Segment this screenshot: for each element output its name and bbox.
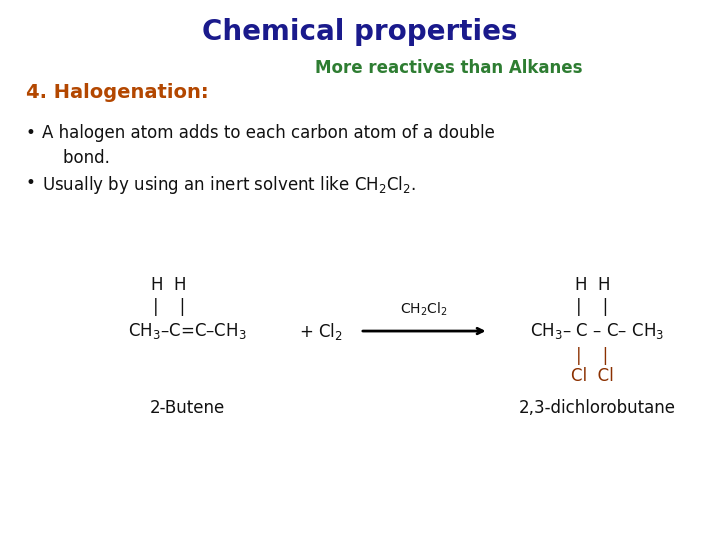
- Text: |    |: | |: [576, 347, 608, 364]
- Text: CH$_2$Cl$_2$: CH$_2$Cl$_2$: [400, 301, 448, 318]
- Text: CH$_3$– C – C– CH$_3$: CH$_3$– C – C– CH$_3$: [530, 321, 665, 341]
- Text: Usually by using an inert solvent like CH$_2$Cl$_2$.: Usually by using an inert solvent like C…: [42, 173, 415, 195]
- Text: 2,3-dichlorobutane: 2,3-dichlorobutane: [518, 399, 676, 417]
- Text: A halogen atom adds to each carbon atom of a double
    bond.: A halogen atom adds to each carbon atom …: [42, 124, 495, 167]
- Text: Cl  Cl: Cl Cl: [571, 367, 613, 386]
- Text: 4. Halogenation:: 4. Halogenation:: [26, 83, 209, 102]
- Text: •: •: [26, 124, 36, 142]
- Text: + Cl$_2$: + Cl$_2$: [299, 321, 343, 341]
- Text: •: •: [26, 173, 36, 192]
- Text: |    |: | |: [576, 299, 608, 316]
- Text: More reactives than Alkanes: More reactives than Alkanes: [315, 59, 582, 77]
- Text: 2-Butene: 2-Butene: [150, 399, 225, 417]
- Text: H  H: H H: [575, 276, 610, 294]
- Text: CH$_3$–C=C–CH$_3$: CH$_3$–C=C–CH$_3$: [127, 321, 246, 341]
- Text: |    |: | |: [153, 299, 185, 316]
- Text: Chemical properties: Chemical properties: [202, 18, 518, 46]
- Text: H  H: H H: [151, 276, 187, 294]
